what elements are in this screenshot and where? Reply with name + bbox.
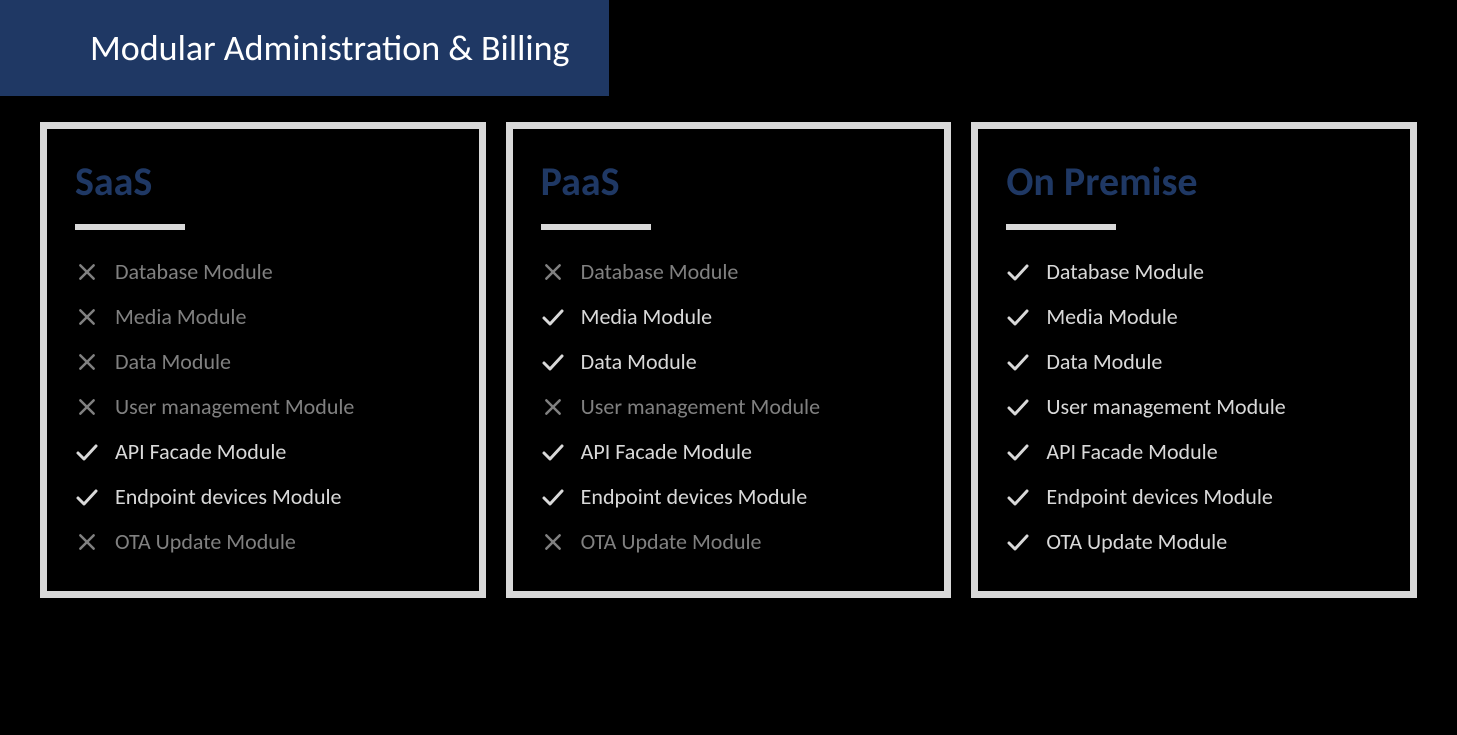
panel-underline [541,224,651,230]
feature-item: Media Module [75,303,451,330]
cross-icon [75,350,99,374]
check-icon [541,350,565,374]
feature-item: Endpoint devices Module [75,483,451,510]
check-icon [1006,260,1030,284]
feature-item: Endpoint devices Module [1006,483,1382,510]
feature-label: Database Module [115,258,273,285]
feature-item: Database Module [541,258,917,285]
feature-label: Media Module [1046,303,1177,330]
page-header: Modular Administration & Billing [0,0,609,96]
feature-label: API Facade Module [115,438,286,465]
cross-icon [541,530,565,554]
feature-item: User management Module [1006,393,1382,420]
feature-label: Data Module [1046,348,1162,375]
panel-row: SaaS Database Module Media Module Data Mod… [0,96,1457,598]
check-icon [1006,440,1030,464]
check-icon [1006,350,1030,374]
feature-label: User management Module [115,393,354,420]
feature-item: Media Module [1006,303,1382,330]
cross-icon [75,260,99,284]
feature-item: Media Module [541,303,917,330]
feature-item: Database Module [1006,258,1382,285]
check-icon [1006,395,1030,419]
feature-label: Database Module [1046,258,1204,285]
cross-icon [75,305,99,329]
panel-underline [75,224,185,230]
check-icon [1006,485,1030,509]
panel-title: SaaS [75,157,451,206]
plan-panel-paas: PaaS Database Module Media Module Data Mod… [506,122,952,598]
feature-label: Media Module [581,303,712,330]
check-icon [1006,305,1030,329]
feature-list: Database Module Media Module Data Module Us… [75,258,451,555]
feature-label: User management Module [1046,393,1285,420]
check-icon [541,485,565,509]
feature-item: API Facade Module [541,438,917,465]
feature-label: Database Module [581,258,739,285]
page-title: Modular Administration & Billing [90,26,569,70]
feature-item: Endpoint devices Module [541,483,917,510]
feature-label: OTA Update Module [581,528,762,555]
check-icon [1006,530,1030,554]
cross-icon [541,260,565,284]
feature-item: OTA Update Module [541,528,917,555]
feature-label: API Facade Module [581,438,752,465]
feature-item: OTA Update Module [75,528,451,555]
panel-underline [1006,224,1116,230]
feature-label: OTA Update Module [115,528,296,555]
check-icon [541,305,565,329]
feature-item: API Facade Module [1006,438,1382,465]
feature-item: Data Module [75,348,451,375]
plan-panel-onpremise: On Premise Database ModuleMedia ModuleDa… [971,122,1417,598]
feature-item: API Facade Module [75,438,451,465]
feature-label: API Facade Module [1046,438,1217,465]
check-icon [75,440,99,464]
panel-title: PaaS [541,157,917,206]
feature-label: Endpoint devices Module [581,483,808,510]
feature-item: Data Module [541,348,917,375]
feature-label: Media Module [115,303,246,330]
feature-item: User management Module [541,393,917,420]
cross-icon [75,530,99,554]
panel-title: On Premise [1006,157,1382,206]
feature-label: User management Module [581,393,820,420]
feature-label: Data Module [115,348,231,375]
feature-item: OTA Update Module [1006,528,1382,555]
feature-label: Data Module [581,348,697,375]
feature-item: Data Module [1006,348,1382,375]
feature-label: Endpoint devices Module [1046,483,1273,510]
feature-item: User management Module [75,393,451,420]
feature-list: Database Module Media Module Data Module Us… [1006,258,1382,555]
check-icon [541,440,565,464]
feature-label: OTA Update Module [1046,528,1227,555]
feature-label: Endpoint devices Module [115,483,342,510]
feature-item: Database Module [75,258,451,285]
cross-icon [75,395,99,419]
check-icon [75,485,99,509]
plan-panel-saas: SaaS Database Module Media Module Data Mod… [40,122,486,598]
cross-icon [541,395,565,419]
feature-list: Database Module Media Module Data Module Us… [541,258,917,555]
